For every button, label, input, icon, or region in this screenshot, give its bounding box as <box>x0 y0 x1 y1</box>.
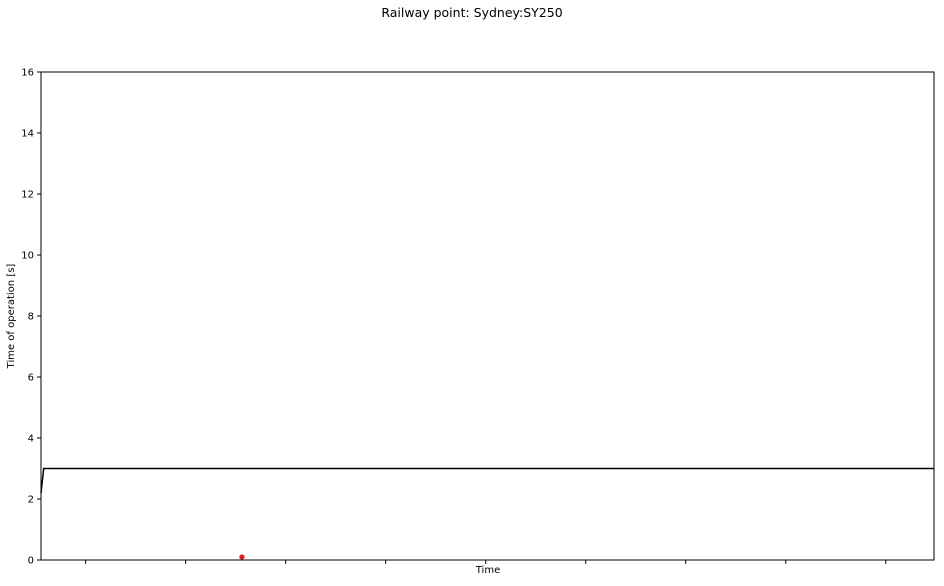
y-tick-label-0: 0 <box>28 556 34 567</box>
plot-area: 0 2 4 6 8 10 12 14 16 <box>21 68 935 567</box>
y-tick-label-16: 16 <box>21 68 34 79</box>
y-tick-label-14: 14 <box>21 129 34 140</box>
y-tick-label-4: 4 <box>28 434 34 445</box>
chart-title: Railway point: Sydney:SY250 <box>381 5 562 20</box>
series-line-0 <box>40 467 934 493</box>
y-tick-label-10: 10 <box>21 251 34 262</box>
data-point-1-0 <box>239 554 245 560</box>
y-tick-label-2: 2 <box>28 495 34 506</box>
y-axis-label: Time of operation [s] <box>6 264 17 370</box>
x-axis-label: Time <box>475 565 500 576</box>
plot-frame <box>40 71 935 561</box>
y-tick-label-12: 12 <box>21 190 34 201</box>
y-tick-label-8: 8 <box>28 312 34 323</box>
y-tick-label-6: 6 <box>28 373 34 384</box>
